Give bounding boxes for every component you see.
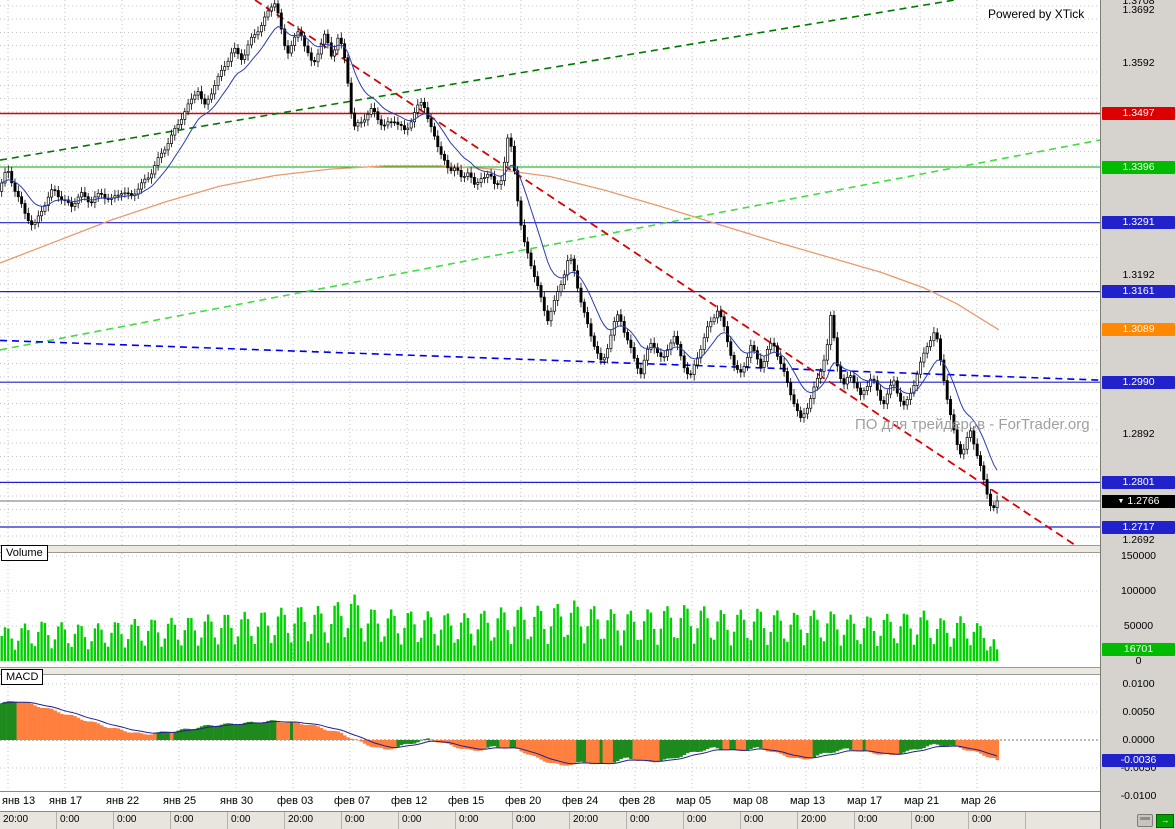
time-axis-bar[interactable]: 20:00 0:00 0:00 0:00 0:00 20:00 0:00 0:00 0:00 0:… [0,811,1100,829]
price-axis-label-1.3396: 1.3396 [1102,160,1175,174]
volume-pane[interactable] [0,553,1100,667]
date-label: фев 24 [562,795,599,807]
volume-pane-label: Volume [1,545,48,561]
time-label: 0:00 [684,812,741,829]
price-axis-strip[interactable]: 1.3708 1.3692 1.3592 1.3497 1.3396 1.3291 1.31… [1100,0,1176,829]
pane-splitter-price-volume[interactable] [0,545,1100,553]
time-label: 0:00 [228,812,285,829]
date-label: фев 03 [277,795,314,807]
price-axis-label-1.2801: 1.2801 [1102,475,1175,489]
go-to-end-button[interactable]: → [1156,813,1174,828]
macd-axis-label-0.0100: 0.0100 [1122,677,1155,690]
volume-axis-label-16701: 16701 [1102,642,1175,656]
date-label: янв 13 [2,795,36,807]
time-label: 20:00 [285,812,342,829]
date-label: мар 26 [961,795,997,807]
date-label: янв 25 [163,795,197,807]
time-label: 0:00 [855,812,912,829]
price-axis-label-1.3192: 1.3192 [1122,268,1155,281]
time-label: 20:00 [570,812,627,829]
time-label: 0:00 [114,812,171,829]
macd-axis-label--0.0100: -0.0100 [1120,789,1157,802]
bottom-toolbar: → [1137,813,1174,828]
price-axis-label-1.2692: 1.2692 [1122,533,1155,546]
volume-axis-label-50000: 50000 [1123,619,1154,632]
date-label: фев 20 [505,795,542,807]
powered-by-label: Powered by XTick [988,7,1085,21]
macd-pane-label: MACD [1,669,44,685]
price-axis-label-1.3497: 1.3497 [1102,107,1175,120]
time-label: 0:00 [57,812,114,829]
date-axis: янв 13 янв 17 янв 22 янв 25 янв 30 фев 03 фев … [0,791,1100,811]
date-label: янв 30 [220,795,254,807]
date-label: фев 07 [334,795,371,807]
price-axis-label-1.3161: 1.3161 [1102,285,1175,299]
macd-pane[interactable] [0,675,1100,791]
volume-axis-label-0: 0 [1135,654,1142,667]
price-axis-label-1.2717: 1.2717 [1102,520,1175,534]
time-label: 0:00 [171,812,228,829]
date-label: янв 22 [106,795,140,807]
time-label: 0:00 [399,812,456,829]
date-label: янв 17 [49,795,83,807]
date-label: фев 12 [391,795,428,807]
panel-icon[interactable] [1137,814,1153,827]
price-axis-label-1.2766: ▼ 1.2766 [1102,494,1175,508]
price-axis-label-1.3708: 1.3708 [1122,0,1155,8]
pane-splitter-volume-macd[interactable] [0,667,1100,675]
time-label: 0:00 [342,812,399,829]
time-label: 0:00 [969,812,1026,829]
volume-axis-label-150000: 150000 [1120,549,1157,562]
time-label: 0:00 [456,812,513,829]
time-label: 0:00 [741,812,798,829]
date-label: мар 13 [790,795,826,807]
time-label: 20:00 [0,812,57,829]
price-axis-label-1.3592: 1.3592 [1122,56,1155,69]
time-label: 0:00 [912,812,969,829]
macd-axis-label-0.0050: 0.0050 [1122,705,1155,718]
macd-axis-label--0.0036: -0.0036 [1102,753,1175,767]
volume-axis-label-100000: 100000 [1120,584,1157,597]
time-label: 0:00 [513,812,570,829]
price-axis-label-1.2990: 1.2990 [1102,375,1175,389]
time-label: 0:00 [627,812,684,829]
price-axis-label-1.3291: 1.3291 [1102,216,1175,230]
current-price-triangle-icon: ▼ [1117,497,1125,505]
macd-axis-label-0.0000: 0.0000 [1122,733,1155,746]
time-label: 20:00 [798,812,855,829]
date-label: фев 28 [619,795,656,807]
price-axis-label-1.3089: 1.3089 [1102,323,1175,337]
time-bar-filler [1026,812,1100,829]
date-label: мар 05 [676,795,712,807]
date-label: мар 08 [733,795,769,807]
date-label: мар 17 [847,795,883,807]
date-label: мар 21 [904,795,940,807]
price-pane[interactable] [0,0,1100,545]
price-axis-label-1.3692: 1.3692 [1122,3,1155,16]
price-axis-label-1.2892: 1.2892 [1122,427,1155,440]
date-label: фев 15 [448,795,485,807]
